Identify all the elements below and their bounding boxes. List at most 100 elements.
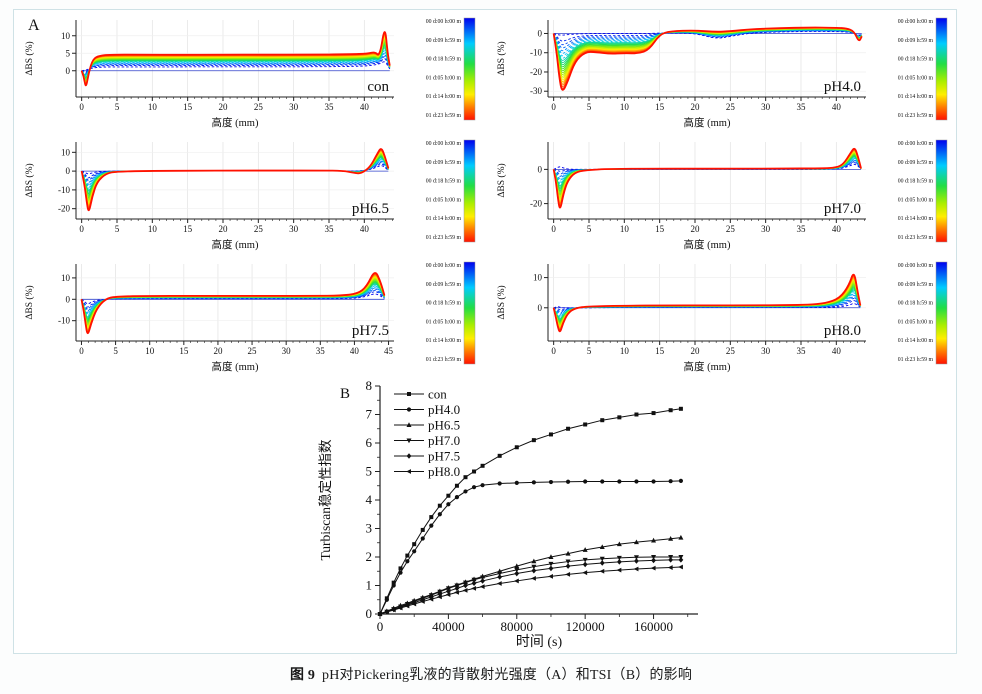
svg-text:40: 40 (360, 102, 370, 112)
tsi-series-pH7.0 (379, 556, 681, 615)
svg-text:10: 10 (620, 346, 630, 356)
colorbar-time-label: 00 d:00 h:00 m (898, 263, 934, 269)
svg-text:40: 40 (832, 102, 842, 112)
svg-text:0: 0 (66, 294, 71, 304)
svg-text:40: 40 (832, 224, 842, 234)
svg-text:35: 35 (316, 346, 326, 356)
y-axis-label: ΔBS (%) (24, 41, 35, 75)
svg-text:30: 30 (289, 102, 299, 112)
legend-label: pH8.0 (428, 464, 460, 479)
y-axis-label: ΔBS (%) (496, 285, 507, 319)
colorbar-time-label: 01 d:05 h:00 m (898, 197, 934, 203)
svg-text:10: 10 (61, 273, 71, 283)
colorbar-time-label: 01 d:23 h:59 m (426, 113, 462, 119)
svg-text:5: 5 (66, 48, 71, 58)
bs-panel-ph8.0: 0 5 10 15 20 25 30 35 40 0 10 高度 (mm) ΔBS (%) pH8.0 00… (492, 257, 954, 377)
svg-text:45: 45 (384, 346, 394, 356)
colorbar-time-label: 01 d:23 h:59 m (426, 235, 462, 241)
bs-chart-ph7.5: 0 5 10 15 20 25 30 35 40 45 10 0 -10 高度 (mm) ΔBS (%) pH… (24, 261, 476, 373)
colorbar-time-label: 00 d:09 h:59 m (426, 282, 462, 288)
svg-text:40: 40 (350, 346, 360, 356)
bs-chart-ph7.0: 0 5 10 15 20 25 30 35 40 0 -20 高度 (mm) ΔBS (%) pH7.0 0… (496, 139, 948, 251)
svg-text:20: 20 (218, 102, 228, 112)
svg-text:30: 30 (282, 346, 292, 356)
colorbar-time-label: 01 d:14 h:00 m (898, 216, 934, 222)
colorbar-time-label: 01 d:14 h:00 m (898, 338, 934, 344)
bs-curves (80, 272, 386, 335)
svg-text:35: 35 (324, 102, 334, 112)
svg-text:1: 1 (366, 578, 373, 593)
svg-text:15: 15 (655, 102, 665, 112)
svg-text:0: 0 (551, 346, 556, 356)
svg-text:7: 7 (366, 407, 373, 422)
svg-text:2: 2 (366, 549, 373, 564)
svg-text:20: 20 (690, 102, 700, 112)
svg-text:10: 10 (148, 102, 158, 112)
svg-text:-20: -20 (58, 204, 70, 214)
colorbar-time-label: 00 d:00 h:00 m (426, 263, 462, 269)
svg-text:5: 5 (115, 102, 120, 112)
svg-text:-20: -20 (530, 199, 542, 209)
x-axis-label: 时间 (s) (516, 634, 563, 650)
svg-text:15: 15 (655, 346, 665, 356)
svg-text:35: 35 (324, 224, 334, 234)
svg-text:25: 25 (726, 102, 736, 112)
svg-text:0: 0 (66, 66, 71, 76)
time-colorbar (935, 17, 948, 121)
svg-text:40: 40 (360, 224, 370, 234)
svg-text:35: 35 (796, 224, 806, 234)
svg-text:10: 10 (620, 102, 630, 112)
colorbar-time-label: 01 d:05 h:00 m (898, 75, 934, 81)
bs-panel-con: 0 5 10 15 20 25 30 35 40 0 5 10 高度 (mm) ΔBS (%) con A 00… (20, 13, 482, 133)
panel-title: pH6.5 (352, 201, 389, 217)
colorbar-time-label: 01 d:23 h:59 m (898, 235, 934, 241)
colorbar-time-label: 01 d:05 h:00 m (898, 319, 934, 325)
svg-text:30: 30 (289, 224, 299, 234)
svg-text:5: 5 (587, 224, 592, 234)
svg-text:160000: 160000 (634, 619, 673, 634)
colorbar-time-label: 00 d:18 h:59 m (426, 179, 462, 185)
svg-text:4: 4 (366, 492, 373, 507)
svg-text:0: 0 (79, 224, 84, 234)
bs-panel-ph6.5: 0 5 10 15 20 25 30 35 40 10 0 -10 -20 高度 (mm) ΔBS (%) p… (20, 135, 482, 255)
legend-label: con (428, 387, 447, 402)
x-axis-label: 高度 (mm) (684, 360, 731, 373)
y-axis-label: ΔBS (%) (496, 41, 507, 75)
svg-text:0: 0 (551, 102, 556, 112)
legend-label: pH4.0 (428, 402, 460, 417)
svg-text:20: 20 (213, 346, 223, 356)
bs-panel-ph4.0: 0 5 10 15 20 25 30 35 40 0 -10 -20 -30 高度 (mm) ΔBS (%)… (492, 13, 954, 133)
tsi-series-pH8.0 (379, 566, 681, 615)
panel-title: pH7.0 (824, 201, 861, 217)
colorbar-time-label: 00 d:09 h:59 m (898, 160, 934, 166)
svg-text:25: 25 (726, 224, 736, 234)
x-axis-label: 高度 (mm) (212, 116, 259, 129)
bs-curves (552, 273, 862, 333)
svg-text:5: 5 (115, 224, 120, 234)
colorbar-time-label: 00 d:09 h:59 m (898, 38, 934, 44)
svg-text:30: 30 (761, 346, 771, 356)
svg-text:15: 15 (655, 224, 665, 234)
svg-text:5: 5 (587, 346, 592, 356)
colorbar-time-label: 01 d:05 h:00 m (426, 75, 462, 81)
colorbar-time-label: 01 d:05 h:00 m (426, 197, 462, 203)
svg-text:10: 10 (145, 346, 155, 356)
x-axis-label: 高度 (mm) (684, 238, 731, 251)
svg-text:-10: -10 (58, 185, 70, 195)
svg-text:8: 8 (366, 378, 373, 393)
caption-number: 图 9 (289, 668, 316, 683)
svg-text:15: 15 (179, 346, 189, 356)
time-colorbar (463, 261, 476, 365)
colorbar-time-label: 00 d:18 h:59 m (898, 57, 934, 63)
time-colorbar (935, 139, 948, 243)
svg-text:-20: -20 (530, 67, 542, 77)
svg-text:20: 20 (690, 346, 700, 356)
svg-text:10: 10 (61, 147, 71, 157)
time-colorbar (935, 261, 948, 365)
svg-text:-10: -10 (530, 48, 542, 58)
svg-text:35: 35 (796, 346, 806, 356)
colorbar-time-label: 00 d:18 h:59 m (426, 57, 462, 63)
panel-title: pH8.0 (824, 323, 861, 339)
colorbar-time-label: 00 d:00 h:00 m (426, 141, 462, 147)
